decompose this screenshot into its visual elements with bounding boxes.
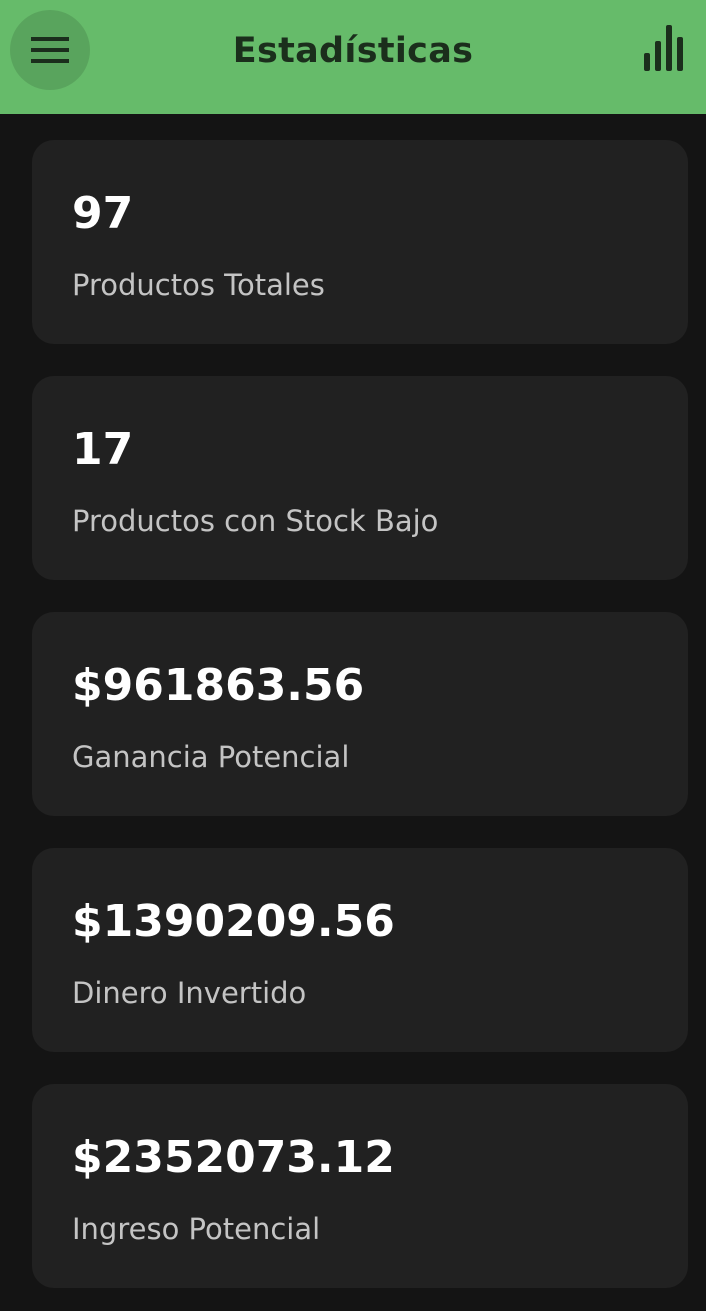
menu-button[interactable] — [10, 10, 90, 90]
stat-card-money-invested: $1390209.56 Dinero Invertido — [32, 848, 688, 1052]
stat-value: 17 — [72, 424, 134, 475]
stat-value: $1390209.56 — [72, 896, 395, 947]
stat-value: $2352073.12 — [72, 1132, 395, 1183]
stat-card-low-stock: 17 Productos con Stock Bajo — [32, 376, 688, 580]
stat-label: Ganancia Potencial — [72, 740, 350, 774]
app-bar: Estadísticas — [0, 0, 706, 114]
stat-value: $961863.56 — [72, 660, 365, 711]
page-title: Estadísticas — [232, 31, 474, 71]
bar-chart-icon — [644, 25, 684, 75]
stat-card-potential-income: $2352073.12 Ingreso Potencial — [32, 1084, 688, 1288]
stats-chart-button[interactable] — [636, 20, 692, 80]
stat-card-total-products: 97 Productos Totales — [32, 140, 688, 344]
menu-icon — [31, 37, 69, 63]
stat-label: Productos Totales — [72, 268, 325, 302]
stat-card-potential-profit: $961863.56 Ganancia Potencial — [32, 612, 688, 816]
stat-label: Ingreso Potencial — [72, 1212, 321, 1246]
stat-label: Dinero Invertido — [72, 976, 307, 1010]
stat-value: 97 — [72, 188, 134, 239]
stat-label: Productos con Stock Bajo — [72, 504, 439, 538]
